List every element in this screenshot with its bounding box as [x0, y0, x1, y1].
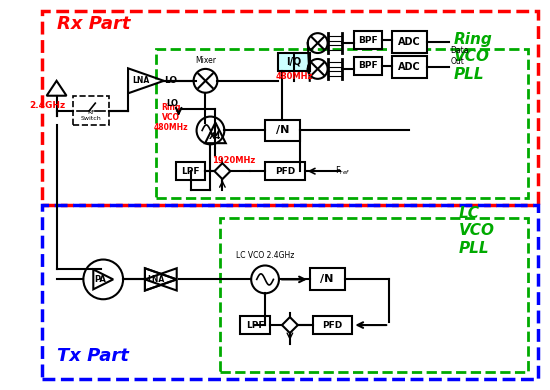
Bar	[392, 56, 427, 78]
Text: 2.4GHz: 2.4GHz	[29, 101, 65, 110]
Text: ADC: ADC	[398, 37, 421, 47]
Text: BPF: BPF	[359, 35, 378, 44]
Text: PFD: PFD	[322, 321, 343, 330]
Bar	[156, 49, 528, 198]
Bar	[392, 31, 427, 53]
Text: LC VCO 2.4GHz: LC VCO 2.4GHz	[236, 250, 294, 260]
Text: Ring
VCO
PLL: Ring VCO PLL	[454, 32, 492, 82]
Text: RF
Switch: RF Switch	[81, 110, 102, 121]
Text: LO: LO	[167, 99, 179, 108]
Text: Mixer: Mixer	[195, 56, 216, 65]
Text: Ring
VCO
480MHz: Ring VCO 480MHz	[153, 103, 188, 133]
Text: LC
VCO
PLL: LC VCO PLL	[459, 206, 494, 255]
Text: Tx Part: Tx Part	[57, 347, 129, 365]
Text: /N: /N	[276, 126, 289, 135]
Text: LPF: LPF	[182, 167, 200, 176]
Text: Rx Part: Rx Part	[57, 15, 130, 33]
Bar	[74, 96, 109, 126]
Text: LPF: LPF	[246, 321, 265, 330]
Text: Data
Out: Data Out	[451, 46, 469, 66]
Bar	[278, 53, 310, 71]
Bar	[354, 31, 382, 49]
Bar	[42, 205, 538, 379]
Bar	[240, 316, 270, 334]
Text: PA: PA	[94, 275, 106, 284]
Text: LNA: LNA	[132, 76, 149, 85]
Bar	[221, 218, 528, 372]
Text: ADC: ADC	[398, 62, 421, 72]
Bar	[310, 268, 344, 290]
Bar	[354, 57, 382, 75]
Text: BPF: BPF	[359, 62, 378, 71]
Bar	[265, 120, 300, 142]
Text: F$_{ref}$: F$_{ref}$	[334, 165, 350, 177]
Bar	[42, 11, 538, 205]
Bar	[265, 162, 305, 180]
Text: X4: X4	[209, 132, 222, 141]
Bar	[175, 162, 206, 180]
Text: LNA: LNA	[147, 275, 164, 284]
Text: /N: /N	[321, 275, 334, 284]
Text: LO: LO	[164, 76, 177, 85]
Bar	[313, 316, 353, 334]
Text: 1920MHz: 1920MHz	[212, 156, 256, 165]
Text: PFD: PFD	[275, 167, 295, 176]
Text: I/Q: I/Q	[286, 57, 301, 67]
Text: 480MHz: 480MHz	[275, 72, 312, 81]
